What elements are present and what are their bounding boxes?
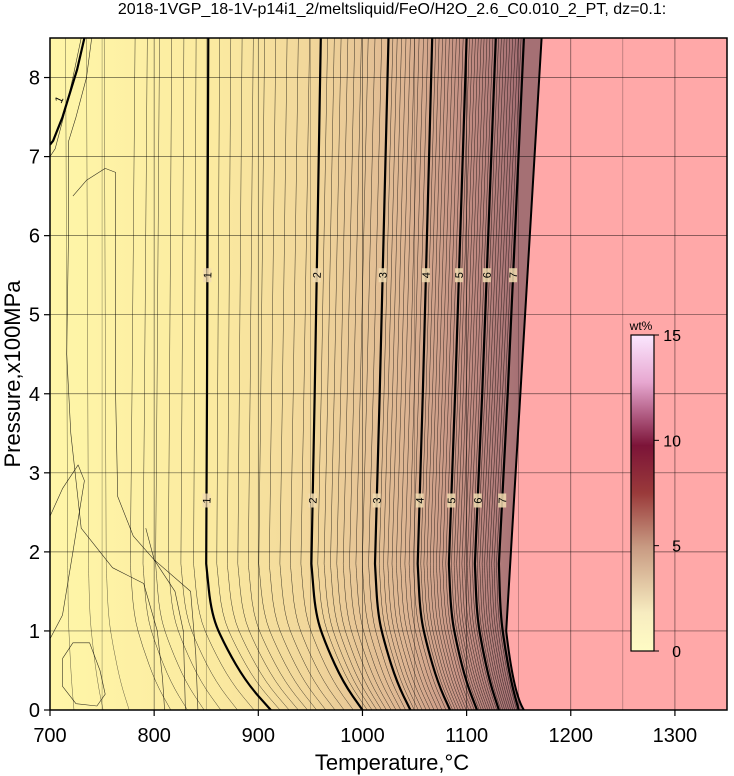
y-tick-label: 8 (29, 68, 40, 90)
y-tick-label: 7 (29, 147, 40, 169)
y-tick-label: 5 (29, 305, 40, 327)
contour-label-bg (203, 268, 212, 283)
contour-label-2: 2 (312, 272, 324, 279)
plot-frame (49, 37, 728, 711)
contour-label-bg (415, 493, 424, 508)
contour-label-3: 3 (377, 272, 389, 279)
low-temperature-contour-line (145, 528, 186, 710)
contour-label-6: 6 (482, 272, 494, 279)
contour-label-bg (454, 268, 463, 283)
x-tick-label: 900 (242, 725, 275, 747)
contour-label-bg (473, 493, 482, 508)
plot-area: 1 1 1 2 2 3 3 4 4 5 5 6 6 7 7 (50, 38, 727, 710)
low-temperature-contour-line (62, 642, 106, 707)
y-tick-label: 6 (29, 226, 40, 248)
contour-label-bg (378, 268, 387, 283)
y-tick-label: 2 (29, 542, 40, 564)
y-tick-label: 4 (29, 384, 40, 406)
low-temperature-contours: 1 (50, 38, 199, 710)
y-tick-label: 0 (29, 700, 40, 722)
contour-label-bg (312, 268, 321, 283)
contour-label-5: 5 (454, 272, 466, 279)
colorbar-tick-label: 15 (663, 328, 681, 345)
x-axis: 700 800 900 1000 1100 1200 1300 (33, 710, 697, 747)
liquidus-boundary-line (505, 38, 543, 710)
contour-label-4: 4 (421, 272, 433, 279)
x-tick-label: 1100 (445, 725, 488, 747)
contour-label-bg (498, 493, 507, 508)
colorbar-ticks: 0 5 10 15 (654, 328, 681, 661)
colorbar-gradient (630, 334, 655, 652)
x-tick-label: 1300 (653, 725, 698, 747)
colorbar: wt% 0 5 10 15 (629, 319, 681, 661)
contour-label-3: 3 (372, 497, 384, 504)
contour-label-bg (202, 493, 211, 508)
y-axis: 0 1 2 3 4 5 6 7 8 (29, 68, 50, 722)
above-liquidus-region (506, 38, 727, 710)
x-tick-label: 700 (33, 725, 66, 747)
x-tick-label: 1000 (340, 725, 385, 747)
x-axis-label: Temperature,°C (315, 750, 469, 775)
colorbar-tick-label: 5 (672, 539, 681, 556)
contour-label-bg (308, 493, 317, 508)
y-axis-label: Pressure,x100MPa (0, 280, 25, 468)
contour-label-bg (372, 493, 381, 508)
contour-label-2: 2 (307, 497, 319, 504)
contour-label-7: 7 (508, 272, 520, 279)
low-temperature-major-contour (50, 38, 86, 146)
grid (50, 38, 727, 710)
contour-label-1: 1 (202, 272, 214, 279)
contour-label-6: 6 (473, 497, 485, 504)
colorbar-tick-label: 10 (663, 433, 681, 450)
x-tick-label: 800 (137, 725, 170, 747)
contour-label-bg (509, 268, 518, 283)
y-tick-label: 1 (29, 621, 40, 643)
contour-label-5: 5 (446, 497, 458, 504)
x-tick-label: 1200 (549, 725, 594, 747)
chart-title: 2018-1VGP_18-1V-p14i1_2/meltsliquid/FeO/… (118, 1, 666, 18)
contour-label-7: 7 (497, 497, 509, 504)
contour-label-4: 4 (414, 497, 426, 504)
contour-label-bg (421, 268, 430, 283)
colorbar-unit: wt% (629, 319, 653, 333)
low-temperature-contour-line (50, 464, 85, 639)
colorbar-tick-label: 0 (672, 644, 681, 661)
y-tick-label: 3 (29, 463, 40, 485)
contour-label-bg (482, 268, 491, 283)
contour-label-1: 1 (201, 497, 213, 504)
low-temperature-contour-label: 1 (53, 95, 66, 106)
contour-label-bg (447, 493, 456, 508)
low-temperature-contour-line (72, 168, 199, 710)
